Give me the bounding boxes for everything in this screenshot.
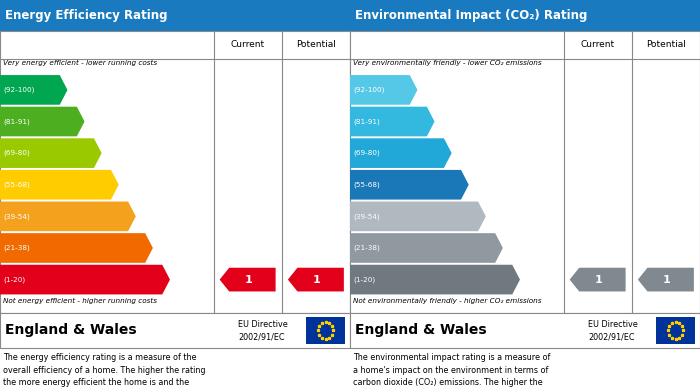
Polygon shape [350, 138, 452, 168]
Text: EU Directive
2002/91/EC: EU Directive 2002/91/EC [588, 320, 638, 341]
Text: E: E [137, 210, 146, 223]
Text: (21-38): (21-38) [4, 245, 30, 251]
Text: Very energy efficient - lower running costs: Very energy efficient - lower running co… [3, 60, 157, 66]
Polygon shape [0, 265, 170, 294]
Polygon shape [220, 268, 276, 291]
Text: 1: 1 [663, 274, 671, 285]
Text: Very environmentally friendly - lower CO₂ emissions: Very environmentally friendly - lower CO… [353, 60, 541, 66]
Text: England & Wales: England & Wales [355, 323, 487, 337]
Text: Environmental Impact (CO₂) Rating: Environmental Impact (CO₂) Rating [355, 9, 587, 22]
Polygon shape [350, 233, 503, 263]
Bar [0, 313, 350, 348]
Polygon shape [0, 107, 85, 136]
Text: 1: 1 [313, 274, 321, 285]
Text: Potential: Potential [646, 40, 686, 50]
Text: F: F [505, 242, 513, 255]
Text: 1: 1 [595, 274, 603, 285]
Text: G: G [522, 273, 532, 286]
Text: (92-100): (92-100) [4, 87, 35, 93]
Text: (55-68): (55-68) [4, 181, 30, 188]
Text: The environmental impact rating is a measure of
a home's impact on the environme: The environmental impact rating is a mea… [353, 353, 550, 391]
Text: (81-91): (81-91) [354, 118, 380, 125]
Text: G: G [172, 273, 182, 286]
Text: F: F [155, 242, 163, 255]
Text: A: A [419, 83, 429, 97]
Text: E: E [487, 210, 496, 223]
Polygon shape [0, 201, 136, 231]
Polygon shape [0, 170, 119, 199]
Text: England & Wales: England & Wales [6, 323, 137, 337]
Bar [0, 0, 350, 31]
Polygon shape [0, 233, 153, 263]
Text: (55-68): (55-68) [354, 181, 380, 188]
Text: Potential: Potential [296, 40, 336, 50]
Text: A: A [69, 83, 79, 97]
Bar [0, 31, 350, 313]
Polygon shape [570, 268, 626, 291]
Text: Not energy efficient - higher running costs: Not energy efficient - higher running co… [3, 298, 157, 304]
Bar [657, 317, 694, 344]
Polygon shape [350, 75, 417, 105]
Text: (21-38): (21-38) [354, 245, 380, 251]
Bar [350, 313, 700, 348]
Text: (92-100): (92-100) [354, 87, 385, 93]
Text: (39-54): (39-54) [4, 213, 30, 220]
Text: (69-80): (69-80) [4, 150, 30, 156]
Text: D: D [470, 178, 481, 191]
Text: 1: 1 [245, 274, 253, 285]
Text: D: D [120, 178, 131, 191]
Polygon shape [638, 268, 694, 291]
Text: (81-91): (81-91) [4, 118, 30, 125]
Text: Current: Current [230, 40, 265, 50]
Text: EU Directive
2002/91/EC: EU Directive 2002/91/EC [238, 320, 288, 341]
Bar [350, 0, 700, 31]
Polygon shape [350, 265, 520, 294]
Text: Current: Current [580, 40, 615, 50]
Text: (69-80): (69-80) [354, 150, 380, 156]
Bar [350, 31, 700, 313]
Polygon shape [288, 268, 344, 291]
Text: C: C [104, 147, 113, 160]
Text: C: C [454, 147, 463, 160]
Text: (1-20): (1-20) [4, 276, 26, 283]
Text: B: B [436, 115, 446, 128]
Text: B: B [86, 115, 96, 128]
Polygon shape [350, 107, 435, 136]
Polygon shape [350, 201, 486, 231]
Text: (1-20): (1-20) [354, 276, 376, 283]
Polygon shape [0, 138, 102, 168]
Text: Not environmentally friendly - higher CO₂ emissions: Not environmentally friendly - higher CO… [353, 298, 541, 304]
Text: Energy Efficiency Rating: Energy Efficiency Rating [6, 9, 168, 22]
Text: (39-54): (39-54) [354, 213, 380, 220]
Bar [307, 317, 344, 344]
Polygon shape [350, 170, 469, 199]
Polygon shape [0, 75, 67, 105]
Text: The energy efficiency rating is a measure of the
overall efficiency of a home. T: The energy efficiency rating is a measur… [3, 353, 205, 391]
